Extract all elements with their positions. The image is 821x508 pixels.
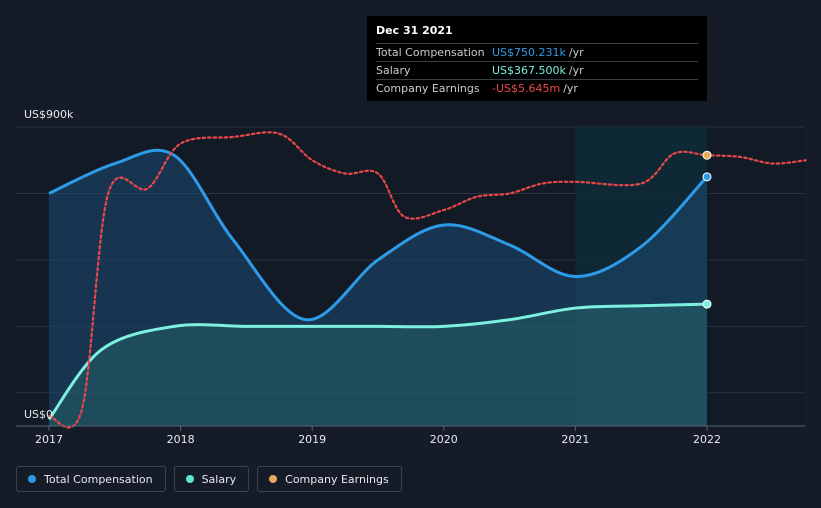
legend-label: Company Earnings: [285, 472, 389, 486]
x-tick-label: 2020: [430, 433, 458, 446]
tooltip-unit: /yr: [563, 82, 578, 95]
x-tick-label: 2017: [35, 433, 63, 446]
total-compensation-marker[interactable]: [702, 172, 712, 182]
total-compensation-area: [49, 150, 707, 427]
tooltip-label: Company Earnings: [376, 82, 480, 95]
legend-label: Total Compensation: [44, 472, 153, 486]
tooltip-row-total-compensation: Total Compensation US$750.231k /yr: [376, 43, 698, 61]
legend: Total Compensation Salary Company Earnin…: [16, 466, 410, 492]
tooltip-value: US$367.500k: [492, 64, 566, 77]
y-axis-top-label: US$900k: [24, 108, 74, 121]
tooltip-unit: /yr: [568, 64, 584, 77]
legend-label: Salary: [201, 472, 237, 486]
tooltip-value: -US$5.645m: [492, 82, 561, 95]
tooltip-row-company-earnings: Company Earnings -US$5.645m /yr: [376, 79, 698, 97]
tooltip-row-salary: Salary US$367.500k /yr: [376, 61, 698, 79]
tooltip-value: US$750.231k: [492, 46, 566, 59]
y-axis-bottom-label: US$0: [24, 408, 53, 421]
salary-area: [49, 304, 707, 426]
total-compensation-line: [48, 148, 709, 322]
legend-dot-icon: [185, 475, 194, 483]
salary-line: [47, 302, 708, 421]
series-layer: [47, 131, 807, 429]
legend-item-total-compensation[interactable]: Total Compensation: [16, 466, 166, 492]
tooltip-label: Total Compensation: [376, 46, 485, 59]
tooltip-label: Salary: [376, 64, 411, 77]
legend-dot-icon: [269, 475, 278, 483]
tooltip-date: Dec 31 2021: [376, 24, 453, 37]
legend-dot-icon: [28, 475, 36, 483]
x-tick-label: 2022: [693, 433, 721, 446]
tooltip-unit: /yr: [568, 46, 584, 59]
legend-item-company-earnings[interactable]: Company Earnings: [257, 466, 402, 492]
salary-marker[interactable]: [702, 299, 712, 309]
x-axis-ticks: 2017 2018 2019 2020 2021 2022: [35, 426, 721, 446]
company-earnings-marker[interactable]: [702, 150, 712, 160]
tooltip: Dec 31 2021 Total Compensation US$750.23…: [367, 16, 707, 101]
legend-item-salary[interactable]: Salary: [173, 466, 250, 492]
company-earnings-line: [47, 131, 807, 429]
x-tick-label: 2021: [561, 433, 589, 446]
x-tick-label: 2018: [167, 433, 195, 446]
x-tick-label: 2019: [298, 433, 326, 446]
